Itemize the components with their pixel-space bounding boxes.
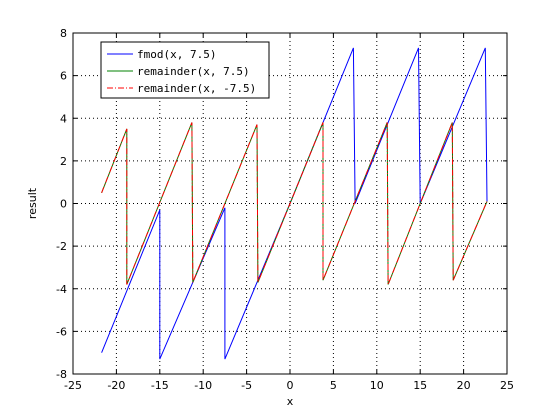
legend-label-1: fmod(x, 7.5) xyxy=(137,48,216,61)
legend-box xyxy=(100,41,270,99)
x-tick-label: -10 xyxy=(194,379,212,392)
x-tick-label: 5 xyxy=(330,379,337,392)
x-axis-label: x xyxy=(287,395,294,408)
y-tick-label: 2 xyxy=(60,155,67,168)
y-tick-label: 4 xyxy=(60,112,67,125)
x-tick-label: 25 xyxy=(500,379,514,392)
y-tick-label: -4 xyxy=(56,283,67,296)
x-tick-label: 10 xyxy=(370,379,384,392)
y-tick-label: 6 xyxy=(60,70,67,83)
x-tick-label: -5 xyxy=(241,379,252,392)
series-line-3 xyxy=(101,122,488,285)
x-tick-label: -15 xyxy=(151,379,169,392)
x-tick-label: 0 xyxy=(287,379,294,392)
legend: fmod(x, 7.5) remainder(x, 7.5) remainder(x… xyxy=(100,41,270,99)
y-tick-label: -2 xyxy=(56,240,67,253)
x-tick-label: 15 xyxy=(413,379,427,392)
x-tick-label: -20 xyxy=(107,379,125,392)
x-tick-label: -25 xyxy=(64,379,82,392)
y-tick-label: -6 xyxy=(56,325,67,338)
y-tick-label: 8 xyxy=(60,27,67,40)
series-group xyxy=(101,47,488,360)
x-tick-label: 20 xyxy=(457,379,471,392)
y-tick-label: -8 xyxy=(56,368,67,381)
legend-label-2: remainder(x, 7.5) xyxy=(137,65,250,78)
y-tick-label: 0 xyxy=(60,198,67,211)
legend-label-3: remainder(x, -7.5) xyxy=(137,82,256,95)
y-axis-label: result xyxy=(26,187,39,219)
